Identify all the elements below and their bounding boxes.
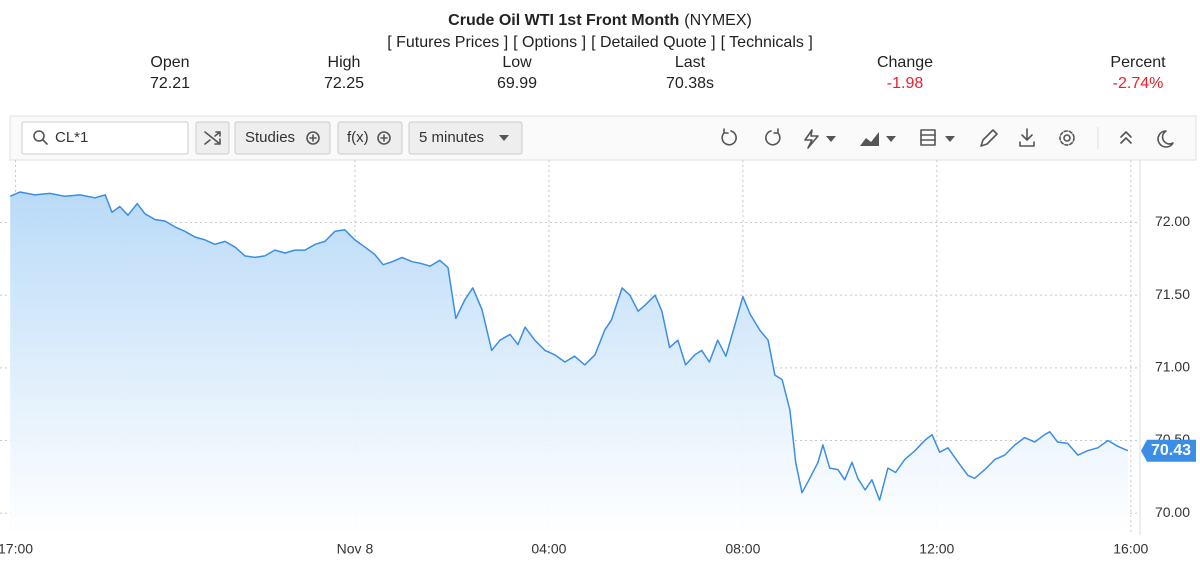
y-tick-label: 71.50 xyxy=(1155,286,1190,302)
search-icon xyxy=(33,130,45,142)
plot-area: 17:00 Nov 8 04:00 08:00 12:00 16:0070.0070.50… xyxy=(0,160,1196,557)
stat-value: 69.99 xyxy=(497,75,537,92)
interval-label: 5 minutes xyxy=(419,129,484,146)
quote-links: [ Futures Prices ] [ Options ] [ Detailed … xyxy=(387,34,813,51)
x-tick-label: 12:00 xyxy=(919,541,954,557)
download-icon[interactable] xyxy=(1019,128,1035,147)
stat-label: Last xyxy=(675,54,706,71)
undo-icon[interactable] xyxy=(721,128,737,146)
stat-value: -1.98 xyxy=(887,75,924,92)
quote-link[interactable]: [ Detailed Quote ] xyxy=(591,34,716,51)
last-value-label: 70.43 xyxy=(1151,442,1191,459)
theme-icon[interactable] xyxy=(1157,130,1174,148)
plus-icon xyxy=(377,131,391,145)
stat-label: Change xyxy=(877,54,933,71)
stat-value: 72.25 xyxy=(324,75,364,92)
x-tick-label: 04:00 xyxy=(531,541,566,557)
dropdown-arrow xyxy=(886,136,896,142)
series xyxy=(9,191,1129,535)
shuffle-icon xyxy=(204,131,221,145)
quote-link[interactable]: [ Futures Prices ] xyxy=(387,34,508,51)
studies-button[interactable] xyxy=(234,121,331,155)
symbol-search[interactable] xyxy=(21,121,189,155)
quote-title: Crude Oil WTI 1st Front Month (NYMEX) xyxy=(448,12,752,29)
stat-label: High xyxy=(328,54,361,71)
plus-icon xyxy=(380,134,388,142)
search-icon-handle xyxy=(42,139,48,145)
y-tick-label: 72.00 xyxy=(1155,213,1190,229)
stat-value: 70.38s xyxy=(666,75,714,92)
y-tick-label: 70.00 xyxy=(1155,504,1190,520)
layout-icon[interactable] xyxy=(920,129,936,146)
x-tick-label: 08:00 xyxy=(725,541,760,557)
exchange: (NYMEX) xyxy=(684,12,752,29)
x-tick-label: Nov 8 xyxy=(337,541,374,557)
settings-icon[interactable] xyxy=(1059,130,1075,146)
studies-label: Studies xyxy=(245,129,295,146)
stat-value: -2.74% xyxy=(1113,75,1164,92)
stat-label: Low xyxy=(502,54,532,71)
x-tick-label: 17:00 xyxy=(0,541,33,557)
stat-label: Percent xyxy=(1110,54,1166,71)
area-fill xyxy=(10,192,1128,535)
collapse-icon[interactable] xyxy=(1120,131,1132,144)
dropdown-arrow xyxy=(826,136,836,142)
redo-icon[interactable] xyxy=(765,128,781,146)
last-value-badge xyxy=(1141,439,1196,462)
function-button[interactable] xyxy=(337,121,403,155)
dropdown-arrow xyxy=(499,135,509,141)
plus-icon xyxy=(309,134,317,142)
stat-value: 72.21 xyxy=(150,75,190,92)
plus-icon xyxy=(306,131,320,145)
quote-link[interactable]: [ Technicals ] xyxy=(721,34,813,51)
layout-icon-lines xyxy=(920,134,936,141)
stat-label: Open xyxy=(150,54,189,71)
x-tick-label: 16:00 xyxy=(1113,541,1148,557)
dropdown-arrow xyxy=(945,136,955,142)
y-tick-label: 71.00 xyxy=(1155,359,1190,375)
title: Crude Oil WTI 1st Front Month xyxy=(448,12,679,29)
pencil-icon[interactable] xyxy=(980,129,998,147)
draw-icon[interactable] xyxy=(804,129,819,149)
symbol-text: CL*1 xyxy=(55,129,88,146)
interval-button[interactable] xyxy=(408,121,523,155)
settings-icon-center xyxy=(1063,134,1071,142)
function-label: f(x) xyxy=(347,129,369,146)
quote-link[interactable]: [ Options ] xyxy=(513,34,586,51)
price-line xyxy=(9,191,1129,501)
chart-type-icon[interactable] xyxy=(860,132,879,146)
